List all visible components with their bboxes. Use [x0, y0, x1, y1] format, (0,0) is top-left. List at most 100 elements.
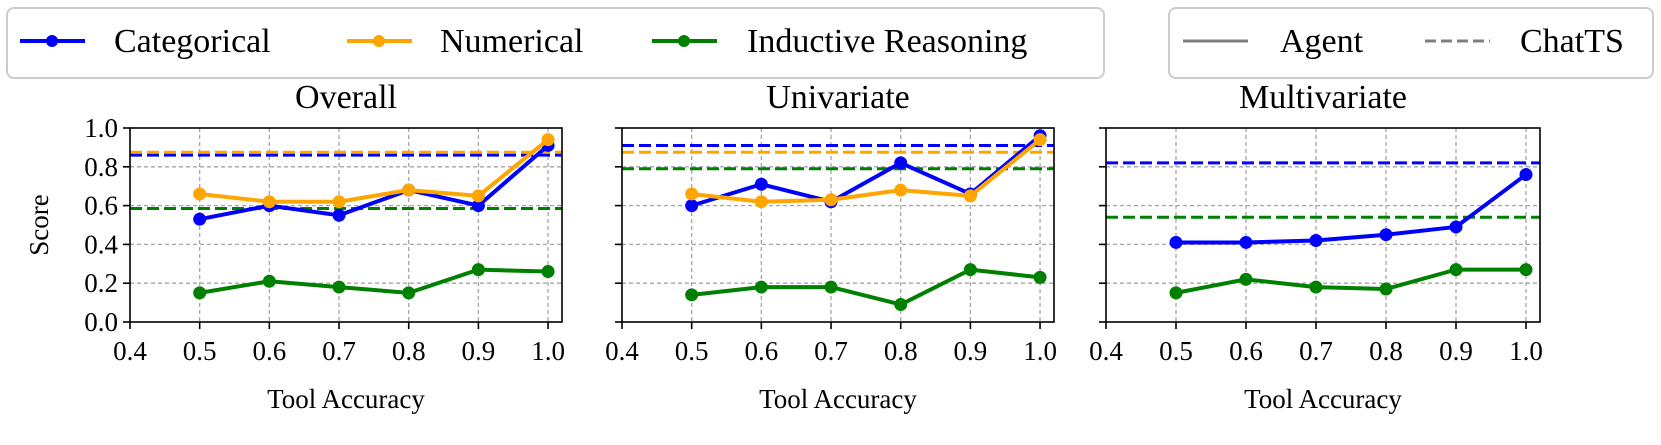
multivariate-point-categorical-2	[1309, 234, 1323, 248]
multivariate-point-inductive-reasoning-3	[1379, 282, 1393, 296]
overall-point-categorical-0	[193, 212, 207, 226]
multivariate-point-inductive-reasoning-4	[1449, 263, 1463, 277]
univariate-point-inductive-reasoning-3	[894, 298, 908, 312]
legend-categories: Categorical Numerical Inductive Reasonin…	[6, 7, 1105, 79]
multivariate-xtick-label-1: 0.5	[1159, 336, 1193, 366]
legend-marker-numerical	[373, 35, 385, 47]
overall-point-inductive-reasoning-2	[332, 280, 346, 294]
overall-ytick-label-4: 0.8	[84, 152, 118, 182]
multivariate-xtick-label-0: 0.4	[1089, 336, 1123, 366]
legend-marker-inductive-reasoning	[678, 35, 690, 47]
multivariate-plot-frame	[1105, 127, 1541, 323]
overall-ytick-label-1: 0.2	[84, 268, 118, 298]
overall-point-inductive-reasoning-4	[471, 263, 485, 277]
overall-point-inductive-reasoning-5	[541, 265, 555, 279]
overall-ylabel: Score	[24, 194, 54, 255]
legend-label-numerical: Numerical	[440, 23, 584, 60]
univariate-plot-frame	[621, 127, 1055, 323]
overall-point-categorical-4	[471, 199, 485, 213]
multivariate-xlabel: Tool Accuracy	[1244, 384, 1402, 414]
legend-entry-agent: Agent	[1183, 23, 1364, 60]
legend-label-chatts: ChatTS	[1520, 23, 1624, 60]
univariate-series-numerical	[691, 138, 1042, 204]
legend-entry-inductive-reasoning: Inductive Reasoning	[652, 23, 1027, 60]
overall-ytick-label-3: 0.6	[84, 191, 118, 221]
multivariate-point-categorical-0	[1169, 235, 1183, 249]
univariate-point-categorical-3	[894, 156, 908, 170]
multivariate-point-categorical-4	[1449, 220, 1463, 234]
legend-styles: Agent ChatTS	[1168, 7, 1654, 79]
overall-point-numerical-2	[332, 195, 346, 209]
legend-label-inductive-reasoning: Inductive Reasoning	[747, 23, 1027, 60]
legend-label-agent: Agent	[1280, 23, 1364, 60]
overall-xtick-label-5: 0.9	[462, 336, 496, 366]
univariate-xtick-label-1: 0.5	[675, 336, 709, 366]
legend-styles-frame	[1168, 7, 1654, 79]
overall-point-inductive-reasoning-0	[193, 286, 207, 300]
univariate-point-inductive-reasoning-5	[1033, 270, 1047, 284]
overall-xlabel: Tool Accuracy	[267, 384, 425, 414]
multivariate-xtick-label-3: 0.7	[1299, 336, 1333, 366]
multivariate-xtick-label-5: 0.9	[1439, 336, 1473, 366]
multivariate-xtick-label-4: 0.8	[1369, 336, 1403, 366]
overall-series-categorical	[199, 143, 550, 222]
overall-xtick-label-6: 1.0	[531, 336, 565, 366]
univariate-point-numerical-0	[685, 187, 699, 201]
univariate-xtick-label-6: 1.0	[1023, 336, 1057, 366]
overall-xtick-label-1: 0.5	[183, 336, 217, 366]
overall-title: Overall	[295, 79, 397, 116]
overall-point-numerical-5	[541, 133, 555, 147]
overall-series-numerical	[199, 138, 550, 204]
overall-ytick-label-0: 0.0	[84, 307, 118, 337]
univariate-series-inductive-reasoning	[691, 267, 1041, 307]
overall-point-numerical-1	[262, 195, 276, 209]
multivariate-point-inductive-reasoning-5	[1519, 263, 1533, 277]
overall-ytick-label-2: 0.4	[84, 229, 118, 259]
multivariate-series-inductive-reasoning	[1175, 267, 1526, 295]
univariate-title: Univariate	[766, 79, 910, 116]
multivariate-series-categorical	[1176, 172, 1528, 245]
legend-entry-categorical: Categorical	[20, 23, 271, 60]
legend-entry-numerical: Numerical	[347, 23, 584, 60]
legend-categories-frame	[6, 7, 1105, 79]
overall-ytick-label-5: 1.0	[84, 113, 118, 143]
univariate-point-inductive-reasoning-2	[824, 280, 838, 294]
overall-point-numerical-4	[471, 189, 485, 203]
legend-marker-categorical	[46, 35, 58, 47]
overall-xtick-label-2: 0.6	[252, 336, 286, 366]
legend-label-categorical: Categorical	[114, 23, 271, 60]
overall-xtick-label-0: 0.4	[113, 336, 147, 366]
univariate-point-numerical-4	[963, 189, 977, 203]
overall-xtick-label-4: 0.8	[392, 336, 426, 366]
overall-point-numerical-0	[193, 187, 207, 201]
multivariate-point-categorical-3	[1379, 228, 1393, 242]
overall-plot-frame	[129, 127, 563, 323]
multivariate-point-inductive-reasoning-2	[1309, 280, 1323, 294]
univariate-point-numerical-5	[1033, 133, 1047, 147]
overall-point-inductive-reasoning-3	[402, 286, 416, 300]
univariate-xtick-label-3: 0.7	[814, 336, 848, 366]
multivariate-point-categorical-1	[1239, 235, 1253, 249]
overall-point-numerical-3	[402, 183, 416, 197]
univariate-point-inductive-reasoning-4	[963, 263, 977, 277]
overall-xtick-label-3: 0.7	[322, 336, 356, 366]
multivariate-title: Multivariate	[1239, 79, 1407, 116]
panel-overall: 0.4 0.5 0.6 0.7 0.8 0.9 1.0 0.0 0.2 0.4 0.6 0.8 1.0 O…	[24, 79, 565, 414]
univariate-point-inductive-reasoning-1	[754, 280, 768, 294]
univariate-point-inductive-reasoning-0	[685, 288, 699, 302]
multivariate-xtick-label-6: 1.0	[1509, 336, 1543, 366]
univariate-xtick-label-5: 0.9	[954, 336, 988, 366]
multivariate-xtick-label-2: 0.6	[1229, 336, 1263, 366]
multivariate-point-inductive-reasoning-1	[1239, 272, 1253, 286]
univariate-point-numerical-3	[894, 183, 908, 197]
univariate-xtick-label-2: 0.6	[744, 336, 778, 366]
univariate-xtick-label-0: 0.4	[605, 336, 639, 366]
univariate-point-numerical-1	[754, 195, 768, 209]
multivariate-point-inductive-reasoning-0	[1169, 286, 1183, 300]
univariate-point-categorical-1	[754, 177, 768, 191]
univariate-point-numerical-2	[824, 193, 838, 207]
multivariate-point-categorical-5	[1519, 168, 1533, 182]
overall-point-categorical-2	[332, 208, 346, 222]
univariate-xtick-label-4: 0.8	[884, 336, 918, 366]
